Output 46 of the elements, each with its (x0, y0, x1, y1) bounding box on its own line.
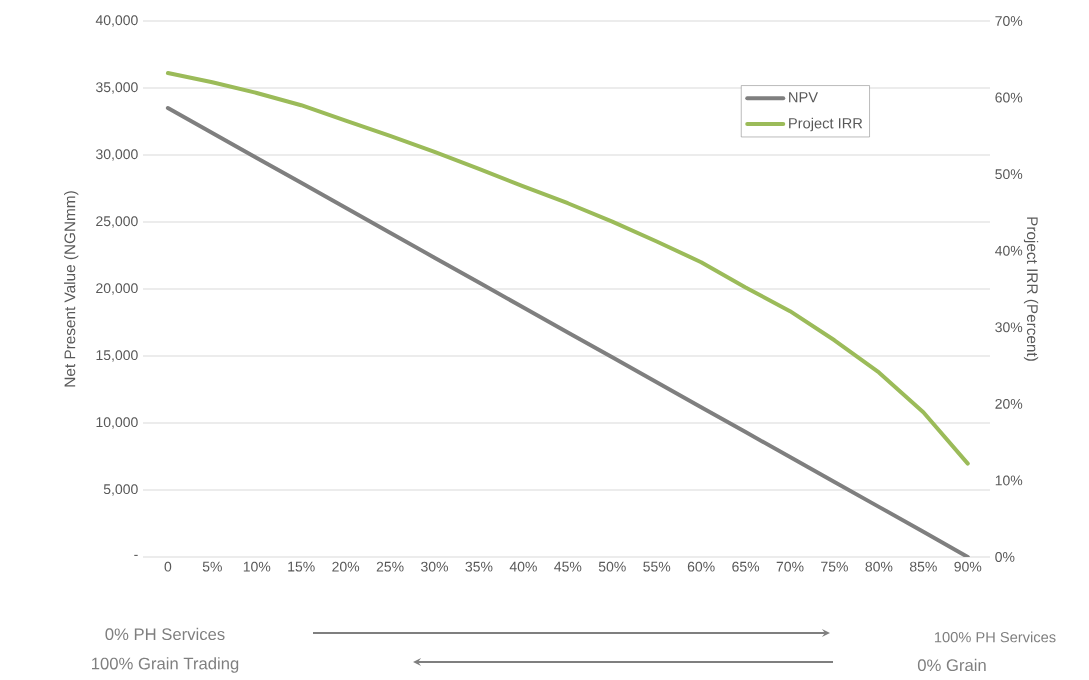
y2-tick-label: 0% (995, 552, 1015, 562)
y2-tick-label: 10% (995, 475, 1023, 486)
x-tick-label: 40% (509, 561, 537, 572)
y-tick-label: 30,000 (96, 149, 138, 161)
x-tick-label: 45% (554, 561, 582, 572)
text: 100% Grain Trading (92, 657, 239, 673)
x-tick-label: 65% (732, 561, 760, 572)
y-tick-label: 25,000 (96, 216, 138, 228)
y-tick-label: 20,000 (96, 283, 138, 295)
y2-tick-label: 30% (995, 322, 1023, 333)
x-tick-label: 15% (288, 561, 315, 572)
y2-tick-label: 40% (995, 245, 1023, 256)
y-tick-label: 40,000 (95, 15, 138, 27)
y2-tick-label: 20% (995, 398, 1023, 409)
x-tick-label: 0 (164, 561, 172, 572)
legend-label: NPV (789, 92, 818, 103)
y-axis-title: Net Present Value (NGNmm) (64, 191, 79, 387)
x-tick-label: 20% (332, 561, 360, 572)
legend-label: Project IRR (789, 117, 863, 132)
x-tick-label: 85% (909, 561, 937, 572)
y-tick-label: 35,000 (96, 82, 138, 94)
x-tick-label: 75% (821, 561, 848, 572)
x-tick-label: 25% (376, 561, 404, 572)
x-tick-label: 5% (202, 561, 222, 572)
text: 0% PH Services (105, 627, 225, 641)
y-tick-label: - (134, 554, 138, 556)
y-tick-label: 15,000 (96, 350, 138, 362)
x-tick-label: 60% (687, 561, 715, 572)
text: 0% Grain (917, 658, 986, 672)
x-tick-label: 55% (643, 561, 671, 572)
y2-tick-label: 50% (995, 169, 1023, 180)
x-tick-label: 50% (598, 561, 626, 572)
line-series (165, 106, 970, 557)
x-tick-label: 35% (465, 561, 493, 572)
y2-axis-title: Project IRR (Percent) (1023, 217, 1039, 361)
y-tick-label: 10,000 (96, 417, 138, 429)
line-series (165, 71, 970, 466)
y2-tick-label: 60% (995, 92, 1023, 103)
x-tick-label: 90% (954, 561, 982, 572)
y2-tick-label: 70% (995, 16, 1023, 26)
x-tick-label: 30% (421, 561, 449, 572)
y-tick-label: 5,000 (103, 484, 138, 496)
x-tick-label: 70% (776, 561, 804, 572)
x-tick-label: 10% (243, 561, 271, 572)
x-tick-label: 80% (865, 561, 893, 572)
text: 100% PH Services (934, 631, 1056, 643)
